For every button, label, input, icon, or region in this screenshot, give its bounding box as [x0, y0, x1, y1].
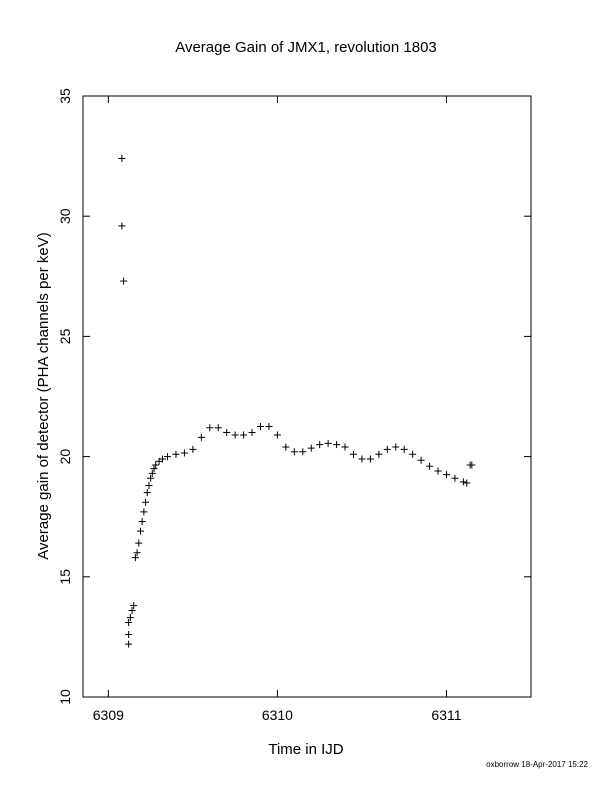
- data-point-12: [136, 527, 144, 535]
- data-point-25: [172, 450, 180, 458]
- data-point-49: [375, 450, 383, 458]
- data-point-33: [240, 431, 248, 439]
- data-point-28: [197, 433, 205, 441]
- data-point-30: [214, 424, 222, 432]
- data-point-55: [426, 462, 434, 470]
- data-point-38: [282, 443, 290, 451]
- data-point-34: [248, 429, 256, 437]
- data-point-60: [463, 479, 471, 487]
- x-tick-label-0: 6309: [93, 707, 124, 723]
- data-point-24: [164, 453, 172, 461]
- data-point-29: [206, 424, 214, 432]
- data-point-58: [451, 474, 459, 482]
- data-point-9: [131, 554, 139, 562]
- data-point-6: [126, 614, 134, 622]
- y-tick-label-1: 15: [57, 569, 73, 585]
- data-point-46: [349, 450, 357, 458]
- data-point-14: [140, 508, 148, 516]
- data-point-2: [120, 277, 128, 285]
- data-point-36: [265, 423, 273, 431]
- data-point-21: [152, 461, 160, 469]
- data-point-16: [143, 489, 151, 497]
- data-point-42: [316, 441, 324, 449]
- data-point-41: [307, 444, 315, 452]
- data-point-53: [409, 450, 417, 458]
- data-point-27: [189, 445, 197, 453]
- x-tick-label-1: 6310: [262, 707, 293, 723]
- plot-frame: [82, 95, 532, 698]
- data-point-8: [130, 602, 138, 610]
- data-point-4: [125, 630, 133, 638]
- data-point-32: [231, 431, 239, 439]
- data-point-50: [383, 445, 391, 453]
- data-point-11: [135, 539, 143, 547]
- data-point-39: [290, 448, 298, 456]
- data-point-43: [324, 439, 332, 447]
- data-point-40: [299, 448, 307, 456]
- y-tick-label-4: 30: [57, 208, 73, 224]
- data-point-31: [223, 429, 231, 437]
- data-point-7: [128, 606, 136, 614]
- data-point-62: [468, 461, 476, 469]
- x-tick-label-2: 6311: [431, 707, 461, 723]
- data-point-56: [434, 467, 442, 475]
- data-point-54: [417, 456, 425, 464]
- x-axis-label: Time in IJD: [268, 741, 343, 758]
- chart-title: Average Gain of JMX1, revolution 1803: [175, 39, 437, 56]
- data-point-1: [118, 222, 126, 230]
- data-point-20: [150, 465, 158, 473]
- data-points: [118, 155, 476, 648]
- data-point-5: [125, 618, 133, 626]
- y-tick-label-0: 10: [57, 689, 73, 705]
- data-point-47: [358, 455, 366, 463]
- data-point-13: [138, 518, 146, 526]
- axis-ticks: 6309 6310 6311 10 15 20 25 30 35: [57, 88, 531, 723]
- y-tick-label-5: 35: [57, 88, 73, 104]
- data-point-0: [118, 155, 126, 163]
- data-point-19: [148, 469, 156, 477]
- y-tick-label-2: 20: [57, 449, 73, 465]
- data-point-15: [142, 498, 150, 506]
- y-tick-label-3: 25: [57, 328, 73, 344]
- data-point-17: [145, 481, 153, 489]
- data-point-18: [147, 474, 155, 482]
- data-point-59: [459, 478, 467, 486]
- data-point-26: [180, 449, 188, 457]
- data-point-23: [158, 455, 166, 463]
- data-point-51: [392, 443, 400, 451]
- data-point-52: [400, 445, 408, 453]
- data-point-57: [442, 471, 450, 479]
- data-point-3: [125, 640, 133, 648]
- data-point-10: [133, 549, 141, 557]
- data-point-37: [273, 431, 281, 439]
- footer-stamp: oxborrow 18-Apr-2017 15:22: [486, 760, 588, 769]
- data-point-44: [333, 441, 341, 449]
- data-point-35: [257, 423, 265, 431]
- data-point-45: [341, 443, 349, 451]
- y-axis-label: Average gain of detector (PHA channels p…: [35, 232, 52, 559]
- data-point-48: [366, 455, 374, 463]
